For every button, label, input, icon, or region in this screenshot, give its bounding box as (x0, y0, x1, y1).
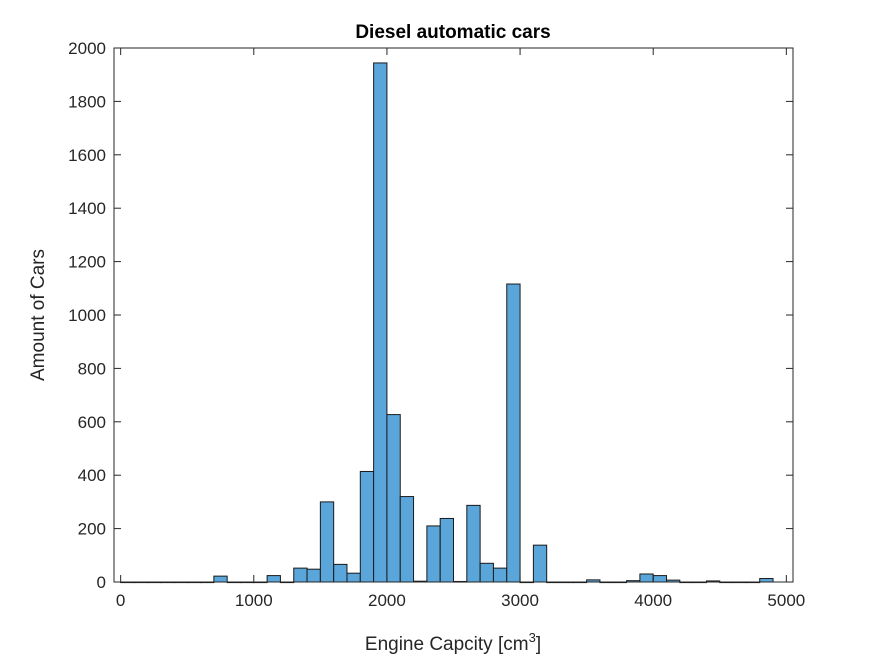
y-tick-label: 2000 (68, 39, 106, 58)
histogram-bar (652, 575, 668, 583)
x-tick-label: 0 (116, 591, 125, 610)
x-tick-label: 5000 (767, 591, 805, 610)
y-axis-label: Amount of Cars (28, 249, 49, 381)
histogram-bar (426, 525, 441, 583)
histogram-bar (759, 578, 774, 583)
ticks-group: 0 1000 2000 3000 4000 5000 0 200 400 600 800 1000 12… (68, 39, 805, 610)
y-tick-label: 1000 (68, 306, 106, 325)
y-tick-label: 800 (78, 359, 106, 378)
y-tick-label: 200 (78, 520, 106, 539)
histogram-bar (506, 283, 521, 583)
y-tick-label: 1800 (68, 92, 106, 111)
x-tick-label: 4000 (634, 591, 672, 610)
histogram-bar (373, 62, 388, 583)
chart-title: Diesel automatic cars (355, 22, 550, 43)
histogram-bar (266, 575, 281, 583)
x-axis-label-suffix: ] (536, 634, 541, 655)
y-tick-label: 1400 (68, 199, 106, 218)
histogram-bar (399, 496, 415, 583)
histogram-bar (532, 544, 548, 583)
histogram-bar (439, 517, 455, 583)
histogram-bar (466, 504, 481, 583)
y-tick-label: 1600 (68, 146, 106, 165)
y-tick-label: 600 (78, 413, 106, 432)
histogram-bar (293, 567, 308, 583)
bars-group (120, 62, 774, 584)
histogram-bar (359, 470, 375, 583)
x-tick-label: 2000 (368, 591, 406, 610)
histogram-bar (319, 501, 335, 583)
histogram-bar (333, 563, 348, 583)
histogram-bar (639, 573, 654, 583)
histogram-bar (386, 414, 401, 583)
plot-background (114, 48, 793, 582)
histogram-bar (213, 575, 228, 583)
x-axis-label-superscript: 3 (529, 630, 536, 645)
y-tick-label: 0 (97, 573, 106, 592)
y-tick-label: 1200 (68, 253, 106, 272)
histogram-bar (492, 567, 508, 583)
x-axis-label: Engine Capcity [cm3] (365, 630, 541, 655)
x-tick-label: 3000 (501, 591, 539, 610)
histogram-bar (306, 568, 321, 583)
y-tick-label: 400 (78, 466, 106, 485)
histogram-bar (479, 562, 494, 583)
histogram-bar (346, 572, 361, 583)
x-tick-label: 1000 (235, 591, 273, 610)
